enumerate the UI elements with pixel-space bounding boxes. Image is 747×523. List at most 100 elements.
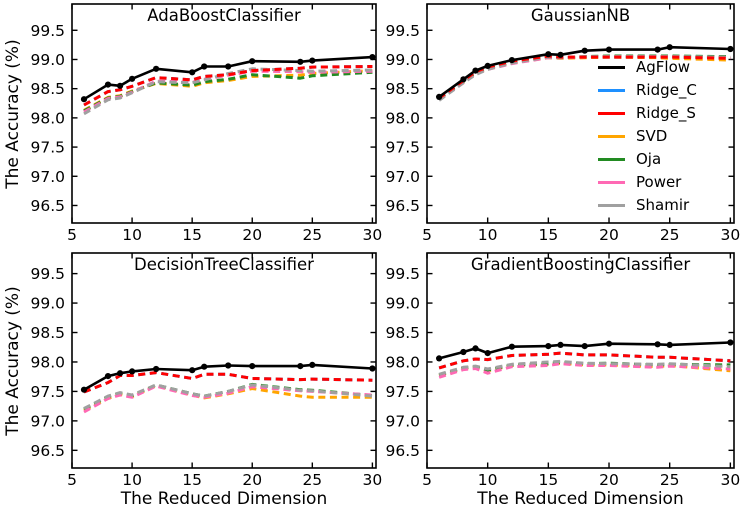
data-point-AgFlow — [727, 45, 734, 53]
data-point-AgFlow — [484, 62, 491, 69]
x-tick-label: 25 — [660, 471, 680, 489]
subplot-title-adaboost: AdaBoostClassifier — [147, 6, 301, 25]
y-axis-label-bottom: The Accuracy (%) — [3, 286, 23, 436]
data-point-AgFlow — [201, 63, 208, 70]
data-point-AgFlow — [153, 365, 160, 373]
data-point-AgFlow — [654, 46, 661, 53]
y-tick-label: 98.0 — [30, 109, 65, 127]
series-line-Ridge_S — [438, 351, 731, 370]
data-point-AgFlow — [225, 362, 232, 369]
y-tick-label: 99.0 — [385, 295, 420, 313]
x-tick-label: 15 — [538, 471, 558, 489]
data-point-AgFlow — [249, 58, 256, 65]
legend-label: AgFlow — [636, 58, 691, 76]
legend-label: Ridge_C — [636, 81, 697, 99]
data-point-AgFlow — [129, 75, 136, 82]
legend-label: Power — [636, 173, 682, 191]
y-tick-label: 98.0 — [30, 353, 65, 371]
data-point-AgFlow — [508, 57, 515, 64]
legend-item-ridge-c: Ridge_C — [598, 79, 697, 102]
y-tick-label: 98.0 — [385, 353, 420, 371]
subplot-DecisionTreeClassifier: 5 10 15 20 25 30 96.5 97.0 97.5 98.0 98.5 99.0 99.5 — [30, 252, 382, 489]
y-tick-label: 98.5 — [30, 324, 65, 342]
y-tick-label: 96.5 — [385, 442, 420, 460]
legend-label: Shamir — [636, 196, 690, 214]
y-tick-label: 97.0 — [30, 168, 65, 186]
series-line-AgFlow — [83, 363, 373, 391]
x-tick-label: 15 — [538, 226, 558, 244]
x-tick-label: 30 — [720, 226, 740, 244]
data-point-AgFlow — [460, 76, 467, 83]
legend-label: SVD — [636, 127, 668, 145]
data-point-AgFlow — [80, 386, 88, 393]
series-line-Shamir — [83, 383, 373, 410]
data-point-AgFlow — [249, 363, 256, 370]
legend-item-svd: SVD — [598, 125, 697, 148]
data-point-AgFlow — [129, 368, 136, 375]
y-tick-label: 99.0 — [30, 51, 65, 69]
legend-item-agflow: AgFlow — [598, 56, 697, 79]
data-point-AgFlow — [460, 348, 467, 356]
legend-item-oja: Oja — [598, 148, 697, 171]
data-point-AgFlow — [189, 69, 196, 76]
series-line-SVD — [83, 384, 373, 412]
data-point-AgFlow — [436, 93, 443, 100]
data-point-AgFlow — [666, 44, 673, 51]
y-tick-label: 97.5 — [385, 139, 420, 157]
ridge-c-line-swatch — [598, 88, 625, 93]
legend: AgFlow Ridge_C Ridge_S SVD Oja Power Sha… — [598, 56, 697, 217]
legend-item-shamir: Shamir — [598, 194, 697, 217]
data-point-AgFlow — [605, 46, 613, 53]
axes-spines — [71, 3, 377, 224]
series-line-Shamir — [438, 359, 731, 376]
x-tick-label: 30 — [720, 471, 740, 489]
x-tick-label: 20 — [599, 226, 619, 244]
y-tick-label: 98.5 — [385, 324, 420, 342]
x-axis-label-right: The Reduced Dimension — [477, 489, 684, 509]
y-tick-label: 99.5 — [30, 22, 65, 40]
axes-spines — [426, 252, 735, 469]
data-point-AgFlow — [201, 363, 208, 370]
x-tick-label: 25 — [302, 471, 322, 489]
axes-spines — [426, 3, 735, 224]
subplot-title-gradientboosting: GradientBoostingClassifier — [470, 255, 691, 274]
data-point-AgFlow — [297, 363, 304, 370]
data-point-AgFlow — [309, 57, 316, 64]
series-line-Ridge_S — [83, 371, 373, 394]
subplot-AdaBoostClassifier: 5 10 15 20 25 30 96.5 97.0 97.5 98.0 98.5 99.0 99.5 — [30, 3, 383, 244]
data-point-AgFlow — [472, 345, 479, 352]
agflow-line-swatch — [598, 65, 625, 70]
data-point-AgFlow — [654, 341, 661, 348]
x-tick-label: 30 — [363, 226, 383, 244]
y-tick-label: 99.0 — [385, 51, 420, 69]
x-tick-label: 20 — [242, 226, 262, 244]
y-tick-label: 97.0 — [385, 168, 420, 186]
series-line-Shamir — [83, 67, 373, 116]
data-point-AgFlow — [104, 373, 112, 380]
x-tick-label: 10 — [478, 226, 498, 244]
data-point-AgFlow — [436, 355, 443, 362]
data-point-AgFlow — [581, 47, 588, 54]
x-tick-label: 5 — [67, 471, 77, 489]
data-point-AgFlow — [153, 65, 160, 72]
data-point-AgFlow — [484, 350, 491, 357]
legend-label: Oja — [636, 150, 662, 168]
y-tick-label: 97.5 — [30, 139, 65, 157]
y-tick-label: 98.5 — [30, 80, 65, 98]
data-point-AgFlow — [104, 81, 112, 88]
shamir-line-swatch — [598, 203, 625, 208]
x-tick-label: 15 — [182, 226, 202, 244]
y-tick-label: 99.5 — [385, 265, 420, 283]
data-point-AgFlow — [666, 341, 673, 348]
y-tick-label: 99.5 — [385, 22, 420, 40]
subplot-title-decisiontree: DecisionTreeClassifier — [134, 255, 314, 274]
series-line-Power — [438, 362, 731, 379]
axes-spines — [71, 252, 377, 469]
x-tick-label: 5 — [67, 226, 77, 244]
x-tick-label: 15 — [182, 471, 202, 489]
series-line-Ridge_S — [83, 65, 373, 107]
data-point-AgFlow — [557, 51, 564, 58]
data-point-AgFlow — [309, 361, 316, 368]
subplot-GaussianNB: 5 10 15 20 25 30 96.5 97.0 97.5 98.0 98.5 99.0 99.5 — [385, 3, 740, 244]
